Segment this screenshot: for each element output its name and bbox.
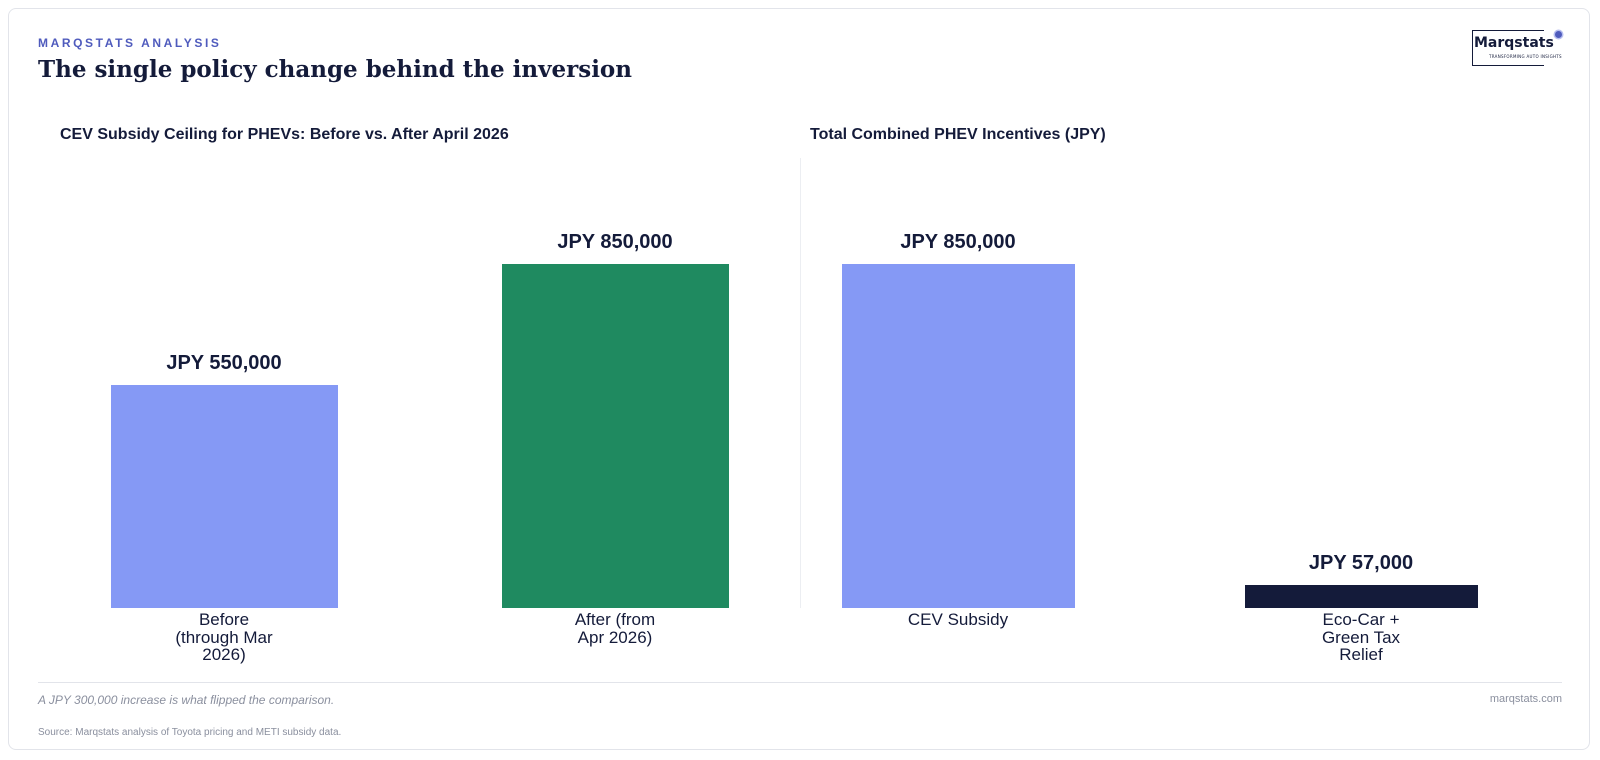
logo-tagline: TRANSFORMING AUTO INSIGHTS [1489,54,1562,59]
eyebrow-label: MARQSTATS ANALYSIS [38,36,222,50]
page-title: The single policy change behind the inve… [38,56,632,83]
category-tick-label: Before (through Mar 2026) [175,610,273,664]
bar-value-label: JPY 850,000 [557,231,673,253]
source-note: Source: Marqstats analysis of Toyota pri… [38,727,342,738]
bar-left-0 [110,385,338,608]
logo-frame [1472,30,1544,66]
marqstats-logo: Marqstats TRANSFORMING AUTO INSIGHTS [1472,30,1562,68]
right-chart-title: Total Combined PHEV Incentives (JPY) [810,126,1106,143]
left-chart-title: CEV Subsidy Ceiling for PHEVs: Before vs… [60,126,509,143]
category-tick-label: CEV Subsidy [907,610,1009,629]
site-url: marqstats.com [1489,693,1562,705]
bar-left-1 [501,264,729,608]
bar-value-label: JPY 850,000 [900,231,1016,253]
logo-dot-icon [1555,31,1562,38]
bar-value-label: JPY 57,000 [1308,552,1414,574]
bar-right-0 [841,264,1075,608]
footer-divider [38,682,1562,683]
bar-right-1 [1244,585,1478,608]
footnote: A JPY 300,000 increase is what flipped t… [38,693,335,707]
category-tick-label: Eco-Car + Green Tax Relief [1321,610,1401,664]
bar-value-label: JPY 550,000 [166,352,282,374]
panel-divider [800,158,801,608]
category-tick-label: After (from Apr 2026) [574,610,656,647]
logo-wordmark: Marqstats [1474,35,1556,51]
chart-card [8,8,1590,750]
